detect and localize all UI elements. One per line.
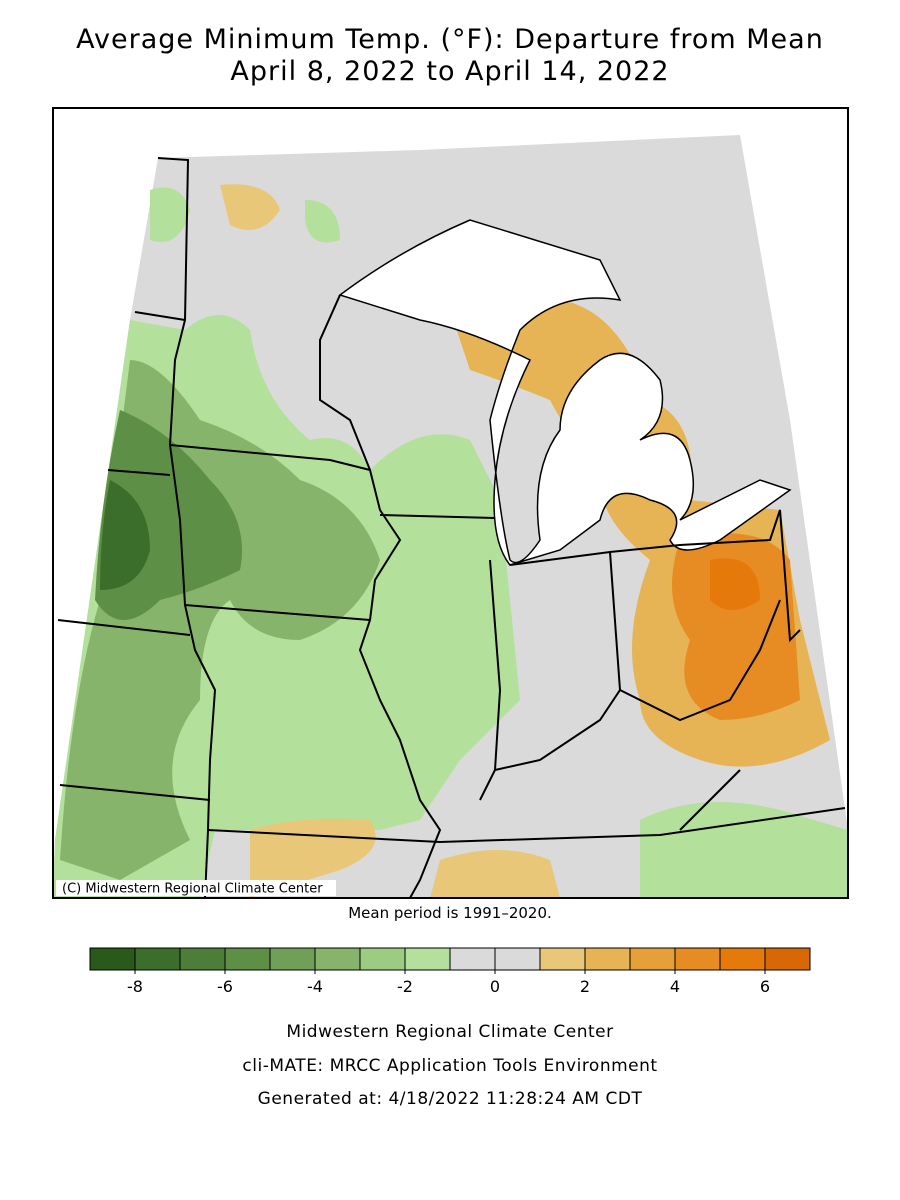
legend-tick-label: 2: [580, 977, 590, 996]
legend-tick-label: -4: [307, 977, 323, 996]
legend-tick-label: -8: [127, 977, 143, 996]
title-line: April 8, 2022 to April 14, 2022: [230, 56, 669, 87]
anomaly-area: [220, 184, 280, 230]
anomaly-area: [710, 558, 760, 610]
legend-swatch: [359, 947, 406, 971]
footer-line: cli-MATE: MRCC Application Tools Environ…: [242, 1056, 657, 1076]
map-credit: (C) Midwestern Regional Climate Center: [62, 882, 323, 897]
legend-swatch: [224, 947, 271, 971]
legend-tick-label: 4: [670, 977, 680, 996]
legend-tick-label: -6: [217, 977, 233, 996]
mean-period-note: Mean period is 1991–2020.: [348, 904, 552, 922]
legend-swatch: [719, 947, 766, 971]
map-frame: [52, 107, 849, 899]
anomaly-area: [672, 533, 800, 720]
footer-line: Generated at: 4/18/2022 11:28:24 AM CDT: [258, 1089, 643, 1109]
legend-swatch: [269, 947, 316, 971]
great-lakes: [338, 219, 792, 566]
legend-swatch: [494, 947, 541, 971]
anomaly-area: [250, 818, 560, 898]
legend-swatch: [539, 947, 586, 971]
footer-line: Midwestern Regional Climate Center: [286, 1022, 613, 1042]
anomaly-area: [640, 802, 848, 898]
anomaly-area: [100, 480, 150, 590]
legend-swatch: [89, 947, 136, 971]
legend-tick-label: 0: [490, 977, 500, 996]
legend-swatch: [629, 947, 676, 971]
color-legend: -8 -6 -4 -2 0 2 4 6: [89, 947, 811, 996]
legend-swatch: [764, 947, 811, 971]
anomaly-area: [150, 187, 340, 243]
title-line: Average Minimum Temp. (°F): Departure fr…: [76, 24, 824, 55]
legend-tick-label: -2: [397, 977, 413, 996]
legend-swatch: [134, 947, 181, 971]
legend-tick-label: 6: [760, 977, 770, 996]
credit-box: [56, 880, 336, 896]
legend-swatch: [314, 947, 361, 971]
state-borders: [57, 157, 846, 899]
legend-swatch: [674, 947, 721, 971]
legend-swatch: [179, 947, 226, 971]
legend-swatch: [584, 947, 631, 971]
legend-swatch: [404, 947, 451, 971]
map: (C) Midwestern Regional Climate Center: [52, 107, 849, 899]
legend-swatch: [449, 947, 496, 971]
